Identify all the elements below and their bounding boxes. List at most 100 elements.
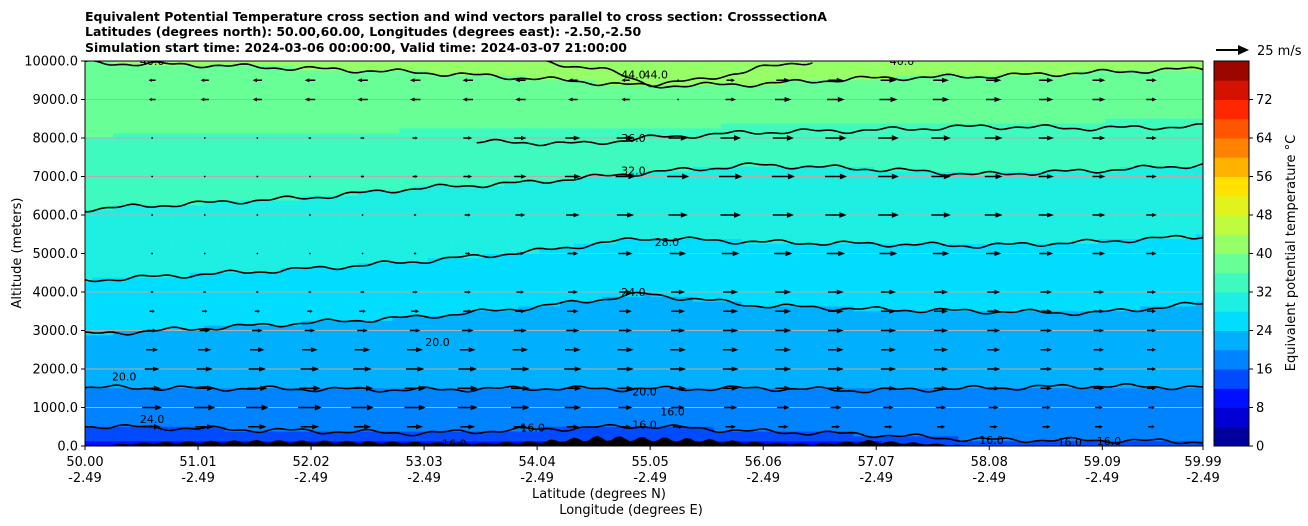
field-cell [175, 99, 184, 105]
field-cell [511, 186, 519, 192]
field-cell [245, 123, 254, 129]
field-cell [189, 186, 198, 192]
field-cell [105, 243, 114, 250]
field-cell [406, 267, 415, 274]
field-cell [182, 94, 191, 101]
field-cell [462, 224, 470, 231]
field-cell [259, 128, 268, 134]
field-cell [357, 412, 366, 418]
field-cell [504, 263, 512, 269]
field-cell [259, 325, 268, 332]
field-cell [280, 316, 289, 322]
field-cell [119, 152, 128, 158]
field-cell [413, 205, 421, 211]
field-cell [427, 263, 435, 269]
field-cell [504, 272, 512, 279]
field-cell [308, 426, 317, 433]
field-cell [315, 85, 324, 91]
field-cell [105, 282, 114, 288]
field-cell [210, 229, 219, 235]
field-cell [371, 267, 380, 274]
field-cell [154, 417, 163, 423]
field-cell [196, 205, 205, 211]
field-cell [336, 272, 345, 279]
field-cell [511, 229, 519, 235]
field-cell [448, 383, 456, 389]
field-cell [238, 282, 247, 288]
field-cell [266, 61, 275, 67]
field-cell [385, 320, 394, 327]
field-cell [322, 421, 331, 428]
field-cell [119, 94, 128, 101]
field-cell [385, 162, 394, 168]
field-cell [392, 89, 401, 96]
field-cell [413, 243, 421, 250]
field-cell [217, 301, 226, 308]
field-cell [287, 176, 296, 182]
field-cell [336, 200, 345, 206]
field-cell [98, 109, 107, 115]
field-cell [462, 267, 470, 274]
field-cell [308, 369, 317, 375]
field-cell [294, 421, 303, 428]
field-cell [420, 61, 428, 67]
field-cell [427, 89, 435, 96]
field-cell [175, 215, 184, 221]
field-cell [91, 80, 100, 86]
field-cell [336, 166, 345, 173]
field-cell [154, 335, 163, 341]
field-cell [210, 243, 219, 250]
field-cell [273, 113, 282, 120]
field-cell [147, 421, 156, 428]
field-cell [126, 133, 135, 139]
field-cell [224, 128, 233, 134]
field-cell [224, 301, 233, 308]
field-cell [189, 301, 198, 308]
field-cell [490, 195, 498, 202]
field-cell [259, 99, 268, 105]
field-cell [133, 277, 142, 283]
field-cell [287, 190, 296, 197]
field-cell [385, 263, 394, 269]
field-cell [273, 239, 282, 245]
field-cell [427, 147, 435, 154]
field-cell [490, 359, 498, 365]
field-cell [91, 282, 100, 288]
field-cell [252, 186, 261, 192]
field-cell [420, 330, 428, 336]
field-cell [448, 205, 456, 211]
field-cell [434, 417, 442, 423]
field-cell [308, 373, 317, 380]
field-cell [259, 162, 268, 168]
field-cell [301, 75, 310, 81]
field-cell [518, 104, 526, 110]
field-cell [385, 118, 394, 125]
field-cell [448, 210, 456, 216]
field-cell [504, 426, 512, 433]
field-cell [85, 210, 93, 216]
field-cell [385, 253, 394, 259]
field-cell [287, 378, 296, 385]
field-cell [448, 123, 456, 129]
field-cell [280, 123, 289, 129]
field-cell [497, 378, 505, 385]
field-cell [469, 234, 477, 240]
field-cell [105, 378, 114, 385]
field-cell [336, 407, 345, 413]
field-cell [189, 335, 198, 341]
field-cell [175, 349, 184, 356]
field-cell [371, 296, 380, 303]
field-cell [217, 176, 226, 182]
field-cell [476, 417, 484, 423]
field-cell [413, 359, 421, 365]
field-cell [392, 282, 401, 288]
field-cell [322, 190, 331, 197]
field-cell [140, 200, 149, 206]
field-cell [91, 142, 100, 149]
field-cell [511, 417, 519, 423]
field-cell [294, 364, 303, 370]
field-cell [133, 378, 142, 385]
field-cell [287, 277, 296, 283]
field-cell [154, 301, 163, 308]
field-cell [511, 118, 519, 125]
